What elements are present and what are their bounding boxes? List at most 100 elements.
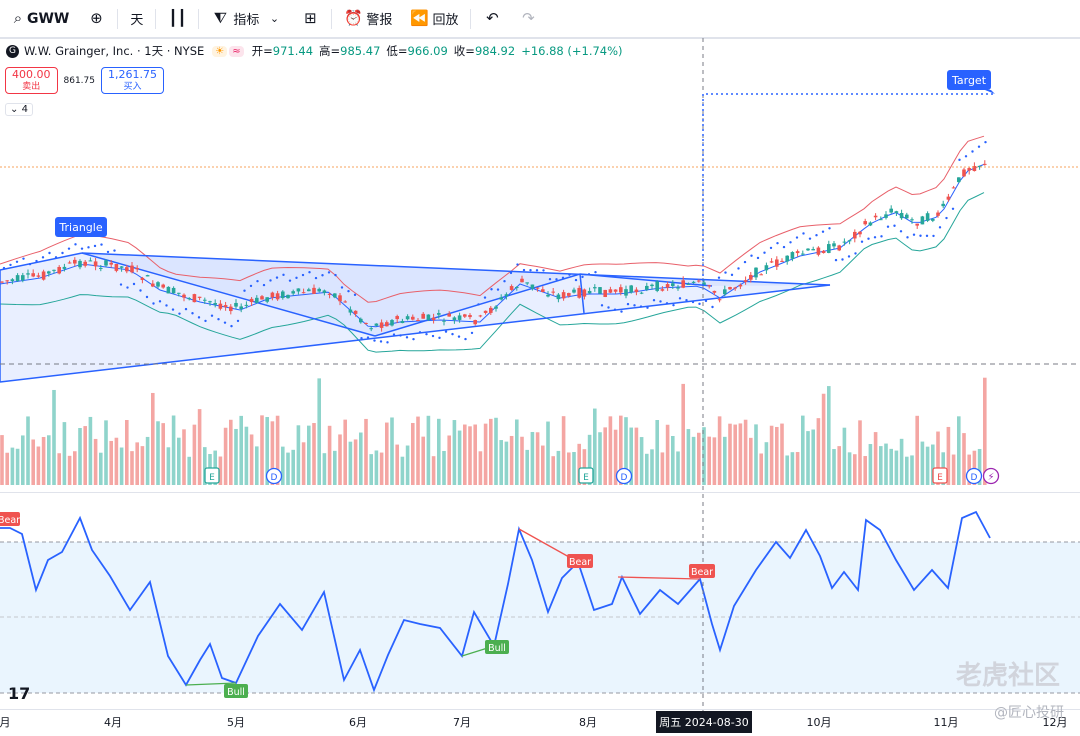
candle-body (322, 290, 327, 293)
sar-dot (197, 316, 201, 319)
sar-dot (906, 236, 909, 239)
candle-body (681, 280, 685, 288)
indicators-button[interactable]: ⧨ 指标 ⌄ (202, 0, 292, 37)
sar-dot (808, 237, 812, 240)
volume-bar (369, 454, 373, 485)
volume-bar (868, 444, 873, 485)
buy-button[interactable]: 1,261.75 买入 (101, 67, 164, 94)
candle-body (879, 219, 883, 221)
candle-body (411, 316, 415, 320)
volume-bar (15, 448, 20, 485)
volume-bar (671, 436, 675, 485)
sell-button[interactable]: 400.00 卖出 (5, 67, 58, 94)
volume-bar (229, 419, 233, 485)
sell-price: 400.00 (12, 68, 51, 81)
candle-body (145, 275, 150, 277)
volume-bar (374, 450, 379, 485)
volume-bar (0, 435, 4, 485)
volume-bar (182, 429, 186, 485)
chart-type-button[interactable]: ┃┃ (159, 0, 195, 37)
event-marker-text: D (621, 473, 628, 483)
sar-dot (184, 307, 188, 311)
sun-icon[interactable]: ☀ (212, 45, 228, 57)
layouts-button[interactable]: ⊞ (292, 0, 328, 37)
sar-dot (275, 276, 279, 279)
candle-body (15, 275, 20, 281)
time-axis-tick: 月 (0, 716, 11, 729)
volume-bar (905, 456, 909, 485)
alert-button[interactable]: ⏰ 警报 (335, 0, 401, 37)
sar-dot (93, 244, 97, 248)
sar-dot (113, 249, 116, 252)
svg-text:Bear: Bear (0, 515, 20, 526)
tradingview-logo[interactable]: 17 (8, 684, 30, 703)
candle-body (499, 297, 503, 300)
candle-body (624, 289, 628, 296)
sar-dot (698, 302, 701, 306)
triangle-text: Triangle (58, 221, 102, 234)
sar-dot (529, 268, 532, 272)
volume-bar (10, 447, 15, 485)
symbol-search[interactable]: ⌕ GWW (0, 0, 78, 37)
undo-button[interactable]: ↶ (474, 0, 510, 37)
candle-body (57, 266, 61, 274)
sar-dot (782, 245, 786, 249)
sar-dot (2, 266, 6, 270)
sar-dot (646, 306, 649, 309)
candle-body (104, 260, 108, 266)
candle-body (99, 267, 103, 269)
svg-text:周五 2024-08-30: 周五 2024-08-30 (659, 716, 748, 729)
volume-bar (431, 456, 436, 485)
redo-button[interactable]: ↷ (510, 0, 546, 37)
candle-body (286, 294, 290, 299)
volume-bar (26, 416, 30, 485)
volume-bar (130, 451, 134, 485)
candle-body (858, 231, 862, 235)
sar-dot (522, 268, 526, 272)
sar-dot (451, 332, 454, 336)
volume-bar (161, 423, 165, 485)
symbol-title[interactable]: W.W. Grainger, Inc. · 1天 · NYSE (24, 44, 205, 58)
indicators-collapse-button[interactable]: ⌄ 4 (5, 103, 33, 116)
candle-body (936, 212, 940, 216)
approx-icon[interactable]: ≈ (229, 45, 244, 57)
volume-bar (665, 424, 670, 485)
time-axis-tick: 6月 (349, 716, 367, 729)
candle-body (676, 287, 680, 289)
candle-body (41, 271, 46, 280)
sar-dot (282, 273, 285, 277)
volume-bar (255, 446, 259, 485)
target-label[interactable]: Target (947, 70, 995, 94)
candle-body (21, 275, 25, 281)
sar-dot (535, 269, 539, 272)
svg-text:Bear: Bear (569, 557, 591, 568)
candle-body (723, 289, 727, 295)
volume-bar (873, 432, 878, 485)
volume-bar (109, 440, 113, 485)
chevron-down-icon[interactable]: ⌄ (269, 12, 280, 25)
event-marker-text: E (209, 473, 215, 483)
candle-body (691, 281, 696, 283)
volume-bar (785, 455, 789, 485)
candle-body (374, 323, 379, 326)
candle-body (780, 260, 784, 262)
volume-bar (686, 429, 691, 485)
volume-bar (572, 452, 576, 485)
buy-price: 1,261.75 (108, 68, 157, 81)
volume-bar (301, 442, 306, 485)
volume-bar (296, 425, 301, 485)
sar-dot (503, 280, 506, 283)
sar-dot (178, 312, 181, 315)
interval-button[interactable]: 天 (121, 0, 152, 37)
sar-dot (925, 234, 929, 238)
sar-dot (171, 308, 175, 311)
replay-button[interactable]: ⏪ 回放 (401, 0, 467, 37)
sar-dot (288, 279, 292, 282)
change-value: +16.88 (+1.74%) (521, 44, 623, 58)
sar-dot (217, 318, 220, 321)
triangle-label[interactable]: Triangle (55, 217, 107, 237)
compare-button[interactable]: ⊕ (78, 0, 114, 37)
sar-dot (54, 256, 58, 259)
candle-body (359, 318, 363, 323)
